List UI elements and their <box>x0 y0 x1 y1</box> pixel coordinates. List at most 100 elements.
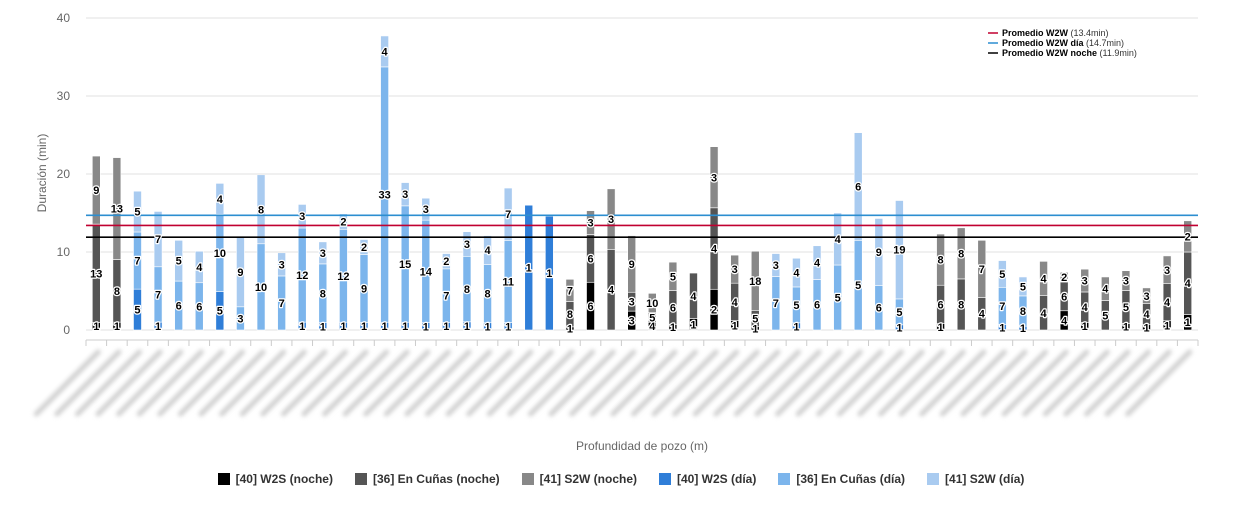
bar-segment[interactable] <box>483 235 492 265</box>
bar-segment[interactable] <box>586 210 595 235</box>
bar-segment[interactable] <box>400 182 410 207</box>
data-label: 5 <box>1020 281 1026 293</box>
data-label: 7 <box>505 209 511 221</box>
bar-segment[interactable] <box>853 132 863 241</box>
data-label: 6 <box>855 181 861 193</box>
x-category-label-obscured <box>116 349 184 417</box>
legend-swatch <box>778 473 791 485</box>
bar-segment[interactable] <box>750 250 760 311</box>
data-label: 1 <box>1020 323 1026 335</box>
data-label: 8 <box>938 255 944 267</box>
bar-segment[interactable] <box>112 157 122 260</box>
x-category-label-obscured <box>95 349 163 417</box>
data-label: 1 <box>670 322 676 334</box>
bar-segment[interactable] <box>503 187 513 241</box>
bar-segment[interactable] <box>792 257 801 288</box>
data-label: 5 <box>793 300 799 312</box>
x-category-label-obscured <box>280 349 348 417</box>
data-label: 7 <box>773 298 779 310</box>
data-label: 8 <box>958 299 964 311</box>
legend-item[interactable]: [36] En Cuñas (noche) <box>354 472 500 486</box>
data-label: 4 <box>484 245 491 257</box>
data-label: 4 <box>382 46 389 58</box>
bar-segment[interactable] <box>709 146 719 209</box>
data-label: 4 <box>1143 309 1150 321</box>
bar-segment[interactable] <box>153 211 163 268</box>
bar-segment[interactable] <box>462 231 472 257</box>
bar-segment[interactable] <box>1142 287 1151 304</box>
x-category-label-obscured <box>795 349 863 417</box>
bar-segment[interactable] <box>606 188 616 250</box>
bar-segment[interactable] <box>380 35 389 68</box>
data-label: 3 <box>1123 276 1129 288</box>
data-label: 1 <box>93 321 99 333</box>
bar-segment[interactable] <box>812 245 822 280</box>
bar-segment[interactable] <box>977 240 987 298</box>
reference-legend-name: Promedio W2W <box>1002 28 1071 38</box>
bar-segment[interactable] <box>668 261 678 291</box>
data-label: 15 <box>399 259 411 271</box>
bar-segment[interactable] <box>133 190 142 233</box>
bar-segment[interactable] <box>339 213 348 230</box>
bar-segment[interactable] <box>524 204 534 331</box>
data-label: 6 <box>1061 291 1067 303</box>
bar-segment[interactable] <box>689 272 698 319</box>
bar-segment[interactable] <box>1018 276 1028 297</box>
bar-segment[interactable] <box>565 278 575 302</box>
data-label: 1 <box>752 323 758 335</box>
bar-segment[interactable] <box>174 240 183 282</box>
x-category-label-obscured <box>136 349 204 417</box>
data-label: 9 <box>93 185 99 197</box>
bar-segment[interactable] <box>771 253 781 277</box>
bars-group[interactable] <box>91 35 1193 331</box>
bar-segment[interactable] <box>318 241 328 265</box>
bar-segment[interactable] <box>895 200 904 300</box>
bar-segment[interactable] <box>215 183 225 215</box>
legend-swatch <box>354 473 367 485</box>
data-label: 6 <box>938 299 944 311</box>
legend-item[interactable]: [41] S2W (día) <box>927 472 1024 486</box>
bar-segment[interactable] <box>91 155 101 225</box>
data-label: 4 <box>711 244 718 256</box>
legend-item[interactable]: [40] W2S (noche) <box>217 472 333 486</box>
y-tick-label: 10 <box>57 245 71 259</box>
x-category-label-obscured <box>1042 349 1110 417</box>
x-category-label-obscured <box>1125 349 1193 417</box>
bar-segment[interactable] <box>1080 268 1090 293</box>
bar-segment[interactable] <box>256 174 266 245</box>
bar-segment[interactable] <box>297 204 307 229</box>
bar-segment[interactable] <box>277 252 286 277</box>
bar-segment[interactable] <box>1101 276 1110 301</box>
legend-item[interactable]: [41] S2W (noche) <box>521 472 637 486</box>
bar-segment[interactable] <box>1039 261 1048 296</box>
x-category-label-obscured <box>342 349 410 417</box>
bar-segment[interactable] <box>1121 270 1131 291</box>
reference-legend-value: (11.9min) <box>1100 48 1137 58</box>
bar-segment[interactable] <box>627 235 637 293</box>
x-category-label-obscured <box>198 349 266 417</box>
bar-segment[interactable] <box>833 212 842 266</box>
bar-segment[interactable] <box>1059 271 1069 283</box>
legend-item[interactable]: [40] W2S (día) <box>659 472 756 486</box>
data-labels: 1139181357517765645104391087311231831122… <box>89 45 1193 336</box>
legend-item[interactable]: [36] En Cuñas (día) <box>778 472 905 486</box>
bar-segment[interactable] <box>730 254 739 284</box>
data-label: 8 <box>1020 306 1026 318</box>
reference-legend-label: Promedio W2W día (14.7min) <box>1002 38 1124 48</box>
bar-segment[interactable] <box>1162 255 1172 284</box>
bar-segment[interactable] <box>936 233 945 286</box>
bar-segment[interactable] <box>359 239 369 255</box>
bar-segment[interactable] <box>647 293 657 313</box>
data-label: 3 <box>773 260 779 272</box>
x-category-label-obscured <box>219 349 287 417</box>
bar-segment[interactable] <box>998 260 1007 288</box>
bar-segment[interactable] <box>956 227 966 280</box>
bar-segment[interactable] <box>194 250 204 284</box>
data-label: 1 <box>382 321 388 333</box>
x-category-label-obscured <box>528 349 596 417</box>
bar-segment[interactable] <box>421 197 431 221</box>
bar-segment[interactable] <box>442 253 451 270</box>
legend-swatch <box>217 473 230 485</box>
bar-segment[interactable] <box>874 218 884 286</box>
data-label: 6 <box>876 303 882 315</box>
